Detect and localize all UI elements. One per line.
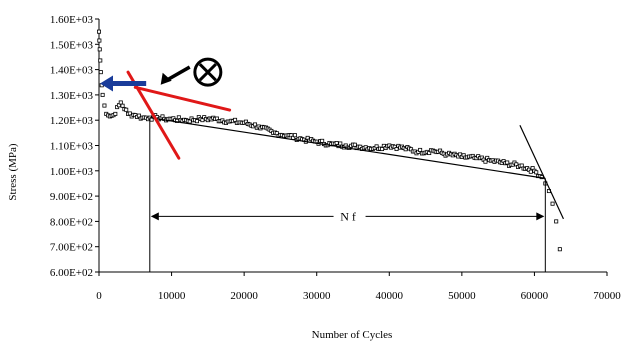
data-point [380,147,385,152]
data-point [557,247,562,252]
x-tick-label: 60000 [521,290,549,302]
y-tick-label: 7.00E+02 [50,242,93,254]
failure-line [519,125,565,220]
y-tick-label: 1.50E+03 [50,39,94,51]
data-point [352,142,357,147]
y-tick-label: 1.10E+03 [50,141,94,153]
y-axis-ticks: 6.00E+02 7.00E+02 8.00E+02 9.00E+02 1.00E+03… [50,14,99,279]
data-point [98,58,103,63]
x-tick-label: 10000 [158,290,186,302]
y-tick-label: 9.00E+02 [50,191,93,203]
data-point [338,141,343,146]
y-tick-label: 1.20E+03 [50,115,94,127]
x-tick-label: 50000 [448,290,476,302]
data-point [97,29,102,34]
x-tick-label: 0 [96,290,102,302]
annotation-overlays: Nf [100,57,565,272]
data-point [320,138,325,143]
data-point [118,100,123,105]
data-point [98,70,103,75]
nf-label: Nf [340,209,359,223]
data-point [528,169,533,174]
data-point [418,147,423,152]
x-tick-label: 20000 [230,290,258,302]
data-point [124,107,129,112]
x-axis-title: Number of Cycles [312,329,393,341]
data-point [194,119,199,124]
data-point [292,133,297,138]
y-tick-label: 1.40E+03 [50,65,94,77]
y-tick-label: 1.30E+03 [50,90,94,102]
blue-arrow-head [100,75,113,92]
circle-cross-stroke-2 [198,63,217,82]
data-point [253,122,258,127]
red-line-1 [133,85,232,112]
y-tick-label: 6.00E+02 [50,267,93,279]
data-point [483,159,488,164]
data-point [102,103,107,108]
nf-arrow-left-head [150,212,159,221]
y-axis-title: Stress (MPa) [7,143,19,200]
x-tick-label: 40000 [376,290,404,302]
y-tick-label: 8.00E+02 [50,216,93,228]
x-tick-label: 30000 [303,290,331,302]
nf-arrow-right-head [536,212,545,221]
data-point [100,92,105,97]
x-tick-label: 70000 [593,290,621,302]
circle-cross-icon [193,57,223,87]
data-point [505,160,510,165]
black-arrow-head [160,72,172,85]
black-arrow-shaft [164,65,191,83]
data-point [120,103,125,108]
data-point [554,219,559,224]
data-point [534,170,539,175]
data-point [113,111,118,116]
data-point [97,47,102,52]
y-tick-label: 1.60E+03 [50,14,94,26]
data-point [550,201,555,206]
data-point [97,38,102,43]
y-tick-label: 1.00E+03 [50,166,94,178]
trend-line [149,117,546,179]
x-axis-ticks: 0 10000 20000 30000 40000 50000 60000 70000 [96,272,621,302]
red-line-2 [126,70,181,160]
